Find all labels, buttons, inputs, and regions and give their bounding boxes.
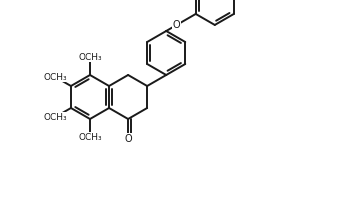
- Text: OCH₃: OCH₃: [43, 72, 67, 82]
- Text: OCH₃: OCH₃: [78, 133, 102, 141]
- Text: OCH₃: OCH₃: [78, 52, 102, 61]
- Text: O: O: [124, 134, 132, 144]
- Text: O: O: [173, 20, 181, 30]
- Text: OCH₃: OCH₃: [43, 112, 67, 122]
